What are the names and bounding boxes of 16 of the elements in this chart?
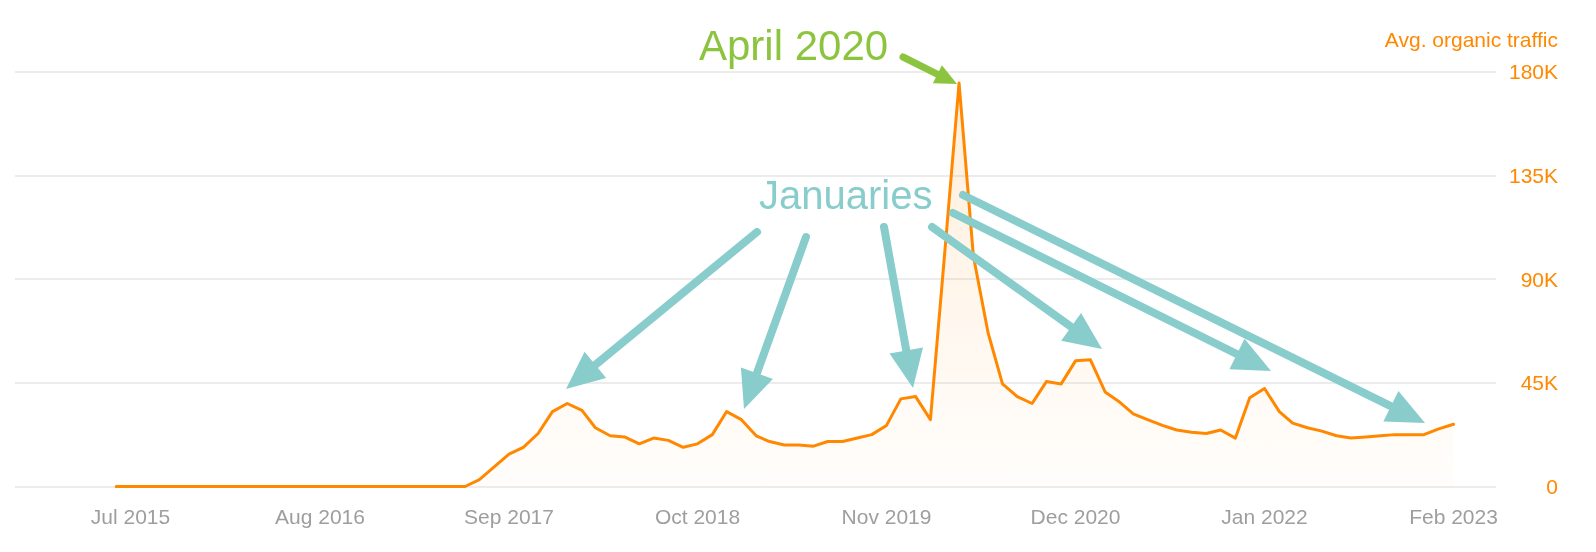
y-axis-title: Avg. organic traffic [1384, 27, 1558, 51]
x-tick-label: Feb 2023 [1409, 504, 1498, 528]
y-tick-label: 135K [1508, 163, 1558, 187]
annotation: Januaries [759, 173, 933, 217]
x-tick-label: Sep 2017 [464, 504, 554, 528]
x-tick-label: Nov 2019 [841, 504, 932, 528]
y-tick-label: 180K [1508, 60, 1558, 83]
y-tick-label: 90K [1520, 267, 1558, 291]
annotation: April 2020 [699, 22, 889, 69]
x-tick-label: Oct 2018 [654, 504, 741, 528]
y-tick-label: 0 [1546, 475, 1558, 498]
x-tick-label: Aug 2016 [275, 504, 365, 528]
x-tick-label: Jan 2022 [1221, 504, 1308, 528]
x-tick-label: Dec 2020 [1030, 504, 1121, 528]
x-tick-label: Jul 2015 [90, 504, 171, 528]
y-tick-label: 45K [1520, 371, 1558, 395]
